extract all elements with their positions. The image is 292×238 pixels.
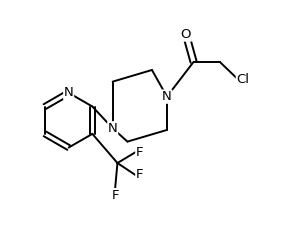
Text: F: F xyxy=(136,169,143,181)
Text: F: F xyxy=(136,146,143,159)
Text: N: N xyxy=(162,90,172,103)
Text: O: O xyxy=(181,28,191,41)
Text: N: N xyxy=(64,86,74,99)
Text: F: F xyxy=(111,189,119,202)
Text: Cl: Cl xyxy=(236,73,249,85)
Text: N: N xyxy=(108,122,118,135)
